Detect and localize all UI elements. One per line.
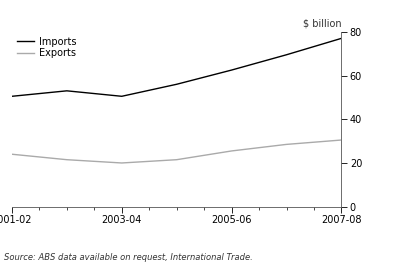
Exports [119,161,124,165]
Text: $ billion: $ billion [303,18,341,28]
Exports [64,158,69,161]
Line: Exports: Exports [12,140,341,163]
Imports [64,89,69,92]
Imports [174,83,179,86]
Line: Imports: Imports [12,38,341,96]
Exports [174,158,179,161]
Exports [339,138,344,142]
Imports [229,68,234,72]
Imports [339,37,344,40]
Imports [119,95,124,98]
Imports [284,53,289,56]
Text: Source: ABS data available on request, International Trade.: Source: ABS data available on request, I… [4,253,253,262]
Legend: Imports, Exports: Imports, Exports [17,37,77,58]
Imports [10,95,14,98]
Exports [284,143,289,146]
Exports [10,153,14,156]
Exports [229,149,234,153]
